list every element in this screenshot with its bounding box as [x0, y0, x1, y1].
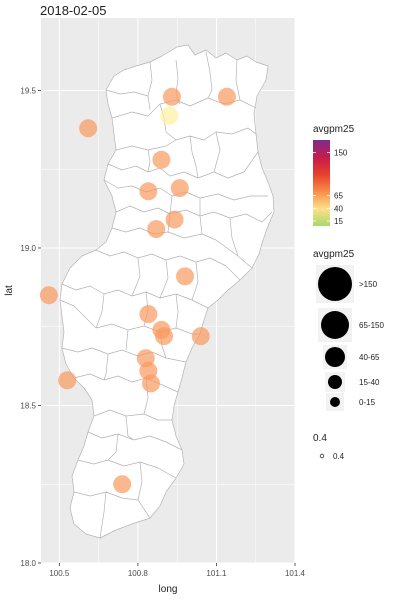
color-legend-label: 65 [334, 192, 343, 201]
size-legend-circle [318, 267, 352, 301]
x-tick-label: 100.5 [49, 569, 70, 578]
alpha-legend-items: 0.4 [319, 452, 345, 461]
size-legend-label: 65-150 [359, 321, 384, 330]
data-point [217, 87, 236, 106]
data-point [170, 179, 189, 198]
y-axis-label: lat [4, 285, 15, 296]
province-map [59, 44, 275, 539]
data-point [113, 475, 132, 494]
data-point [141, 374, 160, 393]
size-legend-circle [328, 375, 342, 389]
size-legend-circle [321, 311, 349, 339]
size-legend-title: avgpm25 [313, 249, 355, 260]
size-legend-circle [330, 397, 340, 407]
x-tick-label: 101.4 [285, 569, 306, 578]
color-legend-ticks: 150 65 40 15 [313, 149, 348, 226]
data-point [147, 220, 166, 239]
x-axis-label: long [159, 584, 178, 595]
data-point [79, 119, 98, 138]
color-legend-title: avgpm25 [313, 124, 355, 135]
size-legend-circle [325, 347, 345, 367]
x-tick-label: 100.8 [128, 569, 149, 578]
y-tick-label: 18.0 [20, 559, 36, 568]
data-point [155, 327, 174, 346]
x-tick-label: 101.1 [206, 569, 227, 578]
size-legend-items: >150 65-150 40-65 15-40 0-15 [316, 265, 384, 411]
size-legend: avgpm25 >150 65-150 40-65 15-40 0-15 [313, 249, 384, 411]
size-legend-label: >150 [359, 280, 378, 289]
alpha-legend-symbol [319, 453, 325, 459]
size-legend-label: 0-15 [359, 398, 376, 407]
data-point [165, 210, 184, 229]
data-point [152, 150, 171, 169]
data-point [176, 267, 195, 286]
color-legend-label: 40 [334, 204, 343, 213]
data-point [39, 286, 58, 305]
size-legend-label: 40-65 [359, 353, 380, 362]
data-point [139, 305, 158, 324]
size-legend-label: 15-40 [359, 378, 380, 387]
alpha-legend-label: 0.4 [333, 452, 345, 461]
data-point [160, 106, 179, 125]
y-tick-label: 18.5 [20, 401, 36, 410]
alpha-legend-title: 0.4 [313, 433, 327, 444]
data-points [39, 87, 236, 494]
color-legend-bar [313, 140, 330, 226]
data-point [58, 371, 77, 390]
data-point [191, 327, 210, 346]
data-point [139, 182, 158, 201]
color-legend-label: 15 [334, 217, 343, 226]
color-legend-label: 150 [334, 149, 348, 158]
chart-title: 2018-02-05 [40, 3, 107, 18]
color-legend: avgpm25 150 65 40 15 [313, 124, 355, 226]
alpha-legend: 0.4 0.4 [313, 433, 345, 461]
data-point [162, 87, 181, 106]
y-tick-label: 19.0 [20, 244, 36, 253]
district-borders [59, 51, 273, 539]
y-tick-label: 19.5 [20, 86, 36, 95]
axis-ticks: 100.5 100.8 101.1 101.4 18.0 18.5 19.0 19.5 [20, 86, 305, 578]
